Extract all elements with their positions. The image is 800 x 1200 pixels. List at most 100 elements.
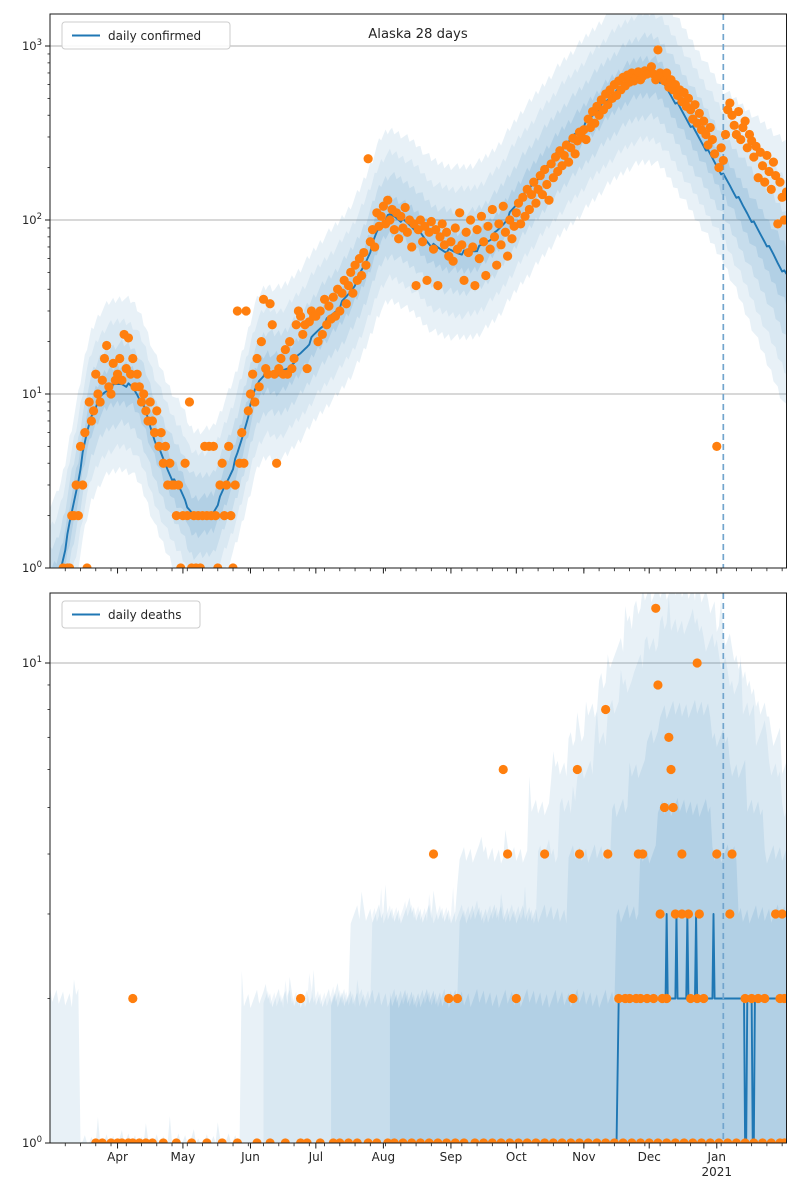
data-point — [516, 219, 526, 229]
data-point — [740, 1138, 750, 1143]
data-point — [396, 211, 406, 221]
confidence-band — [389, 797, 787, 1143]
data-point — [295, 311, 306, 321]
x-year-label: 2021 — [701, 1165, 732, 1179]
data-point — [603, 849, 613, 859]
data-point — [93, 389, 103, 399]
data-point — [544, 195, 554, 205]
data-point — [245, 389, 256, 399]
data-point — [254, 382, 264, 392]
data-point — [149, 428, 160, 438]
x-tick-label: Jun — [240, 1150, 260, 1164]
data-point — [394, 234, 404, 244]
data-point — [433, 280, 443, 291]
data-point — [158, 458, 168, 468]
data-point — [65, 563, 75, 568]
data-point — [446, 237, 456, 247]
data-point — [683, 909, 694, 919]
data-point — [670, 909, 680, 919]
legend-frame — [61, 21, 231, 50]
chart-title: Alaska 28 days — [368, 27, 468, 42]
data-point — [694, 909, 704, 919]
data-point — [692, 658, 702, 668]
data-point — [762, 150, 772, 161]
data-point — [139, 389, 149, 399]
data-point — [714, 163, 724, 173]
data-point — [71, 480, 81, 490]
data-point — [479, 237, 489, 247]
axes-frame — [49, 13, 787, 569]
data-point — [437, 219, 447, 229]
data-point — [487, 204, 497, 215]
data-point — [771, 909, 781, 919]
data-point — [498, 764, 508, 775]
data-point — [84, 397, 94, 407]
confidence-band — [50, 14, 787, 568]
data-point — [690, 100, 700, 110]
data-point — [564, 157, 574, 167]
data-point — [289, 353, 299, 364]
data-point — [666, 764, 676, 775]
data-point — [581, 134, 591, 145]
data-point — [664, 732, 674, 742]
data-point — [513, 1138, 524, 1143]
data-point — [709, 149, 720, 159]
data-point — [725, 909, 735, 919]
data-point — [385, 215, 395, 225]
data-point — [526, 189, 537, 200]
y-tick-label: 101 — [22, 655, 42, 670]
data-point — [479, 1138, 489, 1143]
data-point — [154, 441, 164, 451]
data-point — [747, 993, 757, 1004]
data-point — [481, 270, 491, 281]
data-point — [187, 1138, 197, 1143]
data-point — [777, 909, 787, 919]
data-point — [668, 802, 678, 813]
data-point — [315, 306, 325, 316]
data-point — [252, 353, 262, 364]
data-point — [540, 1138, 550, 1143]
data-point — [208, 441, 219, 451]
x-tick-label: Apr — [107, 1150, 128, 1164]
data-point — [291, 320, 301, 330]
data-point — [132, 369, 142, 379]
data-point — [627, 1138, 637, 1143]
data-point — [712, 849, 722, 859]
data-point — [202, 1138, 212, 1143]
data-point — [376, 211, 386, 221]
data-point — [407, 1138, 417, 1143]
data-point — [128, 353, 138, 364]
data-point — [601, 704, 611, 715]
legend-frame — [61, 600, 201, 629]
data-point — [346, 267, 356, 277]
data-point — [749, 152, 759, 162]
data-point — [91, 369, 101, 379]
data-point — [280, 1138, 290, 1143]
data-point — [78, 480, 88, 490]
data-point — [248, 369, 258, 379]
data-point — [232, 306, 242, 316]
data-point — [522, 1138, 532, 1143]
y-tick-label: 101 — [22, 386, 42, 401]
data-point — [265, 299, 275, 309]
data-point — [217, 1138, 227, 1143]
data-point — [398, 1138, 408, 1143]
data-point — [694, 108, 704, 118]
data-point — [136, 397, 147, 407]
data-point — [147, 1138, 158, 1143]
data-point — [88, 406, 99, 416]
data-point — [256, 337, 266, 347]
data-point — [459, 275, 469, 285]
data-point — [677, 849, 687, 859]
scatter-series — [58, 45, 787, 568]
data-point — [441, 227, 452, 237]
data-point — [733, 106, 744, 117]
data-point — [285, 337, 295, 347]
data-point — [400, 202, 410, 213]
data-point — [540, 164, 550, 175]
data-point — [653, 45, 663, 55]
data-point — [699, 116, 709, 126]
data-point — [570, 149, 580, 159]
data-point — [86, 416, 97, 426]
x-tick-label: Aug — [372, 1150, 395, 1164]
